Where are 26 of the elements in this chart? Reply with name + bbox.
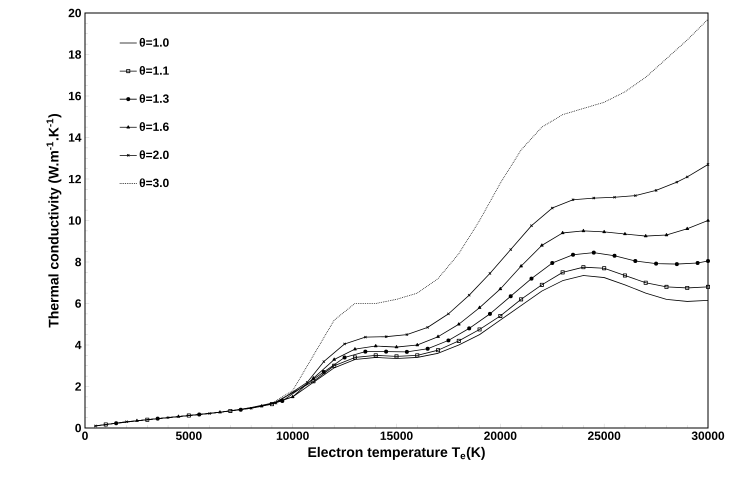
x-tick-label: 10000: [276, 432, 309, 440]
x-tick-label: 20000: [484, 432, 516, 440]
y-axis-title: Thermal conductivity (W.m$^{-1}$.K$^{-1}$): [46, 114, 62, 328]
x-tick-label: 30000: [692, 432, 724, 440]
y-tick-label: 10: [68, 216, 81, 225]
y-tick-label: 0: [75, 424, 81, 432]
y-tick-label: 4: [75, 340, 82, 350]
x-tick-label: 0: [82, 432, 88, 440]
x-tick-label: 5000: [176, 432, 202, 440]
legend-label: θ=1.6: [140, 122, 169, 131]
legend-label: θ=1.0: [140, 38, 169, 47]
x-tick-label: 25000: [588, 432, 620, 440]
y-tick-label: 2: [75, 382, 81, 391]
y-tick-label: 14: [68, 133, 82, 142]
y-tick-label: 12: [68, 174, 81, 184]
legend-label: θ=1.1: [140, 66, 169, 75]
y-tick-label: 6: [75, 299, 82, 308]
y-tick-label: 18: [68, 50, 82, 59]
y-tick-label: 20: [68, 8, 81, 18]
legend-label: θ=2.0: [140, 150, 169, 160]
y-tick-label: 8: [75, 258, 82, 266]
y-tick-label: 16: [68, 92, 82, 100]
legend-label: θ=1.3: [140, 94, 169, 103]
x-tick-label: 15000: [380, 432, 413, 440]
legend-label: θ=3.0: [140, 178, 169, 188]
x-axis-title: Electron temperature T$_{e}$(K): [308, 446, 485, 460]
